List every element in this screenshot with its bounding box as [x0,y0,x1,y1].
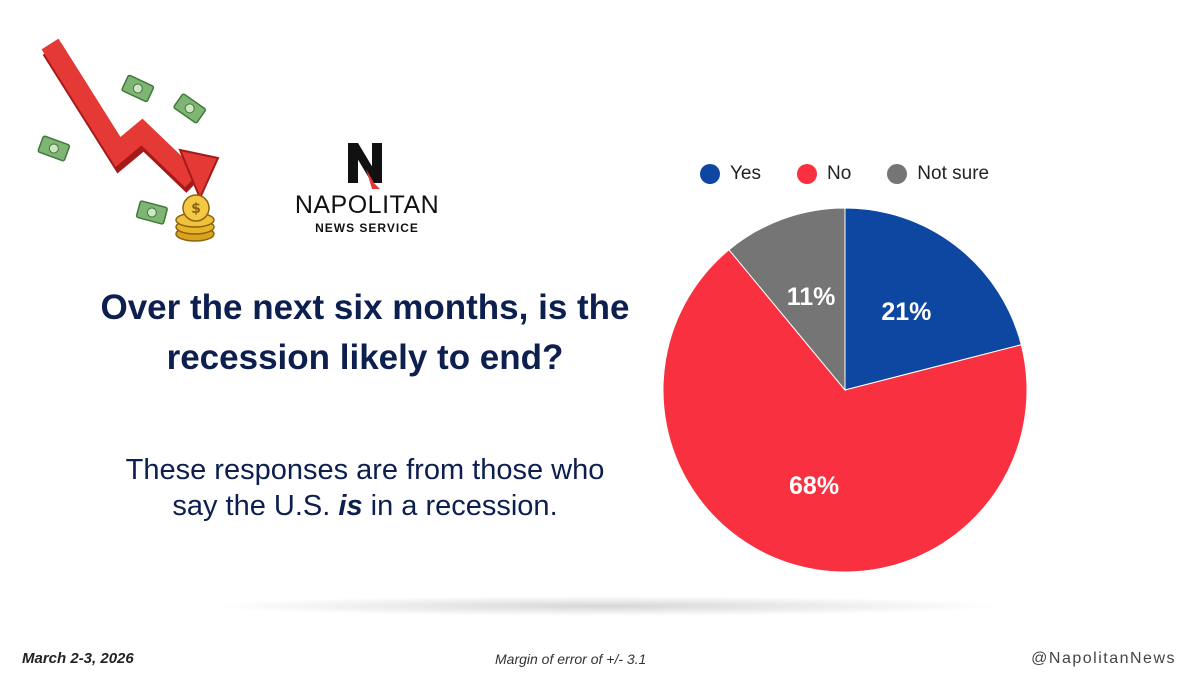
falling-arrow-money-icon: $ [37,38,220,242]
subtext-emphasis: is [338,490,363,522]
logo-name: NAPOLITAN [294,191,440,219]
banknote-icon [173,93,207,124]
question-heading: Over the next six months, is the recessi… [100,288,630,377]
pie-slice-yes [844,207,1022,391]
pie-label-not-sure: 11% [787,283,836,311]
legend-item-yes: Yes [700,163,761,185]
legend-item-no: No [797,163,851,185]
banknote-icon [121,74,155,103]
legend-item-not-sure: Not sure [887,163,989,185]
subtext-before: These responses are from those who say t… [125,454,605,522]
subtext-after: in a recession. [362,490,558,522]
pie-slice-not-sure [728,207,846,392]
falling-arrow [41,38,199,188]
pie-slice-no [662,249,1028,573]
banknote-icon [37,135,71,162]
napolitan-logo: NAPOLITAN NEWS SERVICE [282,135,452,235]
napolitan-n-mark-icon [348,143,382,189]
chart-legend: Yes No Not sure [700,160,1025,188]
coins-icon: $ [175,194,215,242]
legend-swatch-yes [700,164,720,184]
chart-shadow [205,596,1005,616]
legend-swatch-no [797,164,817,184]
legend-label-not-sure: Not sure [917,163,990,184]
social-handle: @NapolitanNews [1031,650,1176,667]
svg-text:$: $ [191,201,201,217]
legend-swatch-not-sure [887,164,908,184]
banknote-icon [135,200,168,225]
pie-chart: 21% 68% 11% [662,207,1028,573]
subtext: These responses are from those who say t… [100,452,630,524]
margin-of-error: Margin of error of +/- 3.1 [495,651,647,667]
survey-date: March 2-3, 2026 [22,650,134,667]
falling-arrow-head [178,148,220,201]
pie-label-no: 68% [789,472,839,500]
legend-label-yes: Yes [730,163,761,184]
logo-subtitle: NEWS SERVICE [315,221,419,235]
legend-label-no: No [827,163,852,184]
pie-label-yes: 21% [881,298,931,326]
